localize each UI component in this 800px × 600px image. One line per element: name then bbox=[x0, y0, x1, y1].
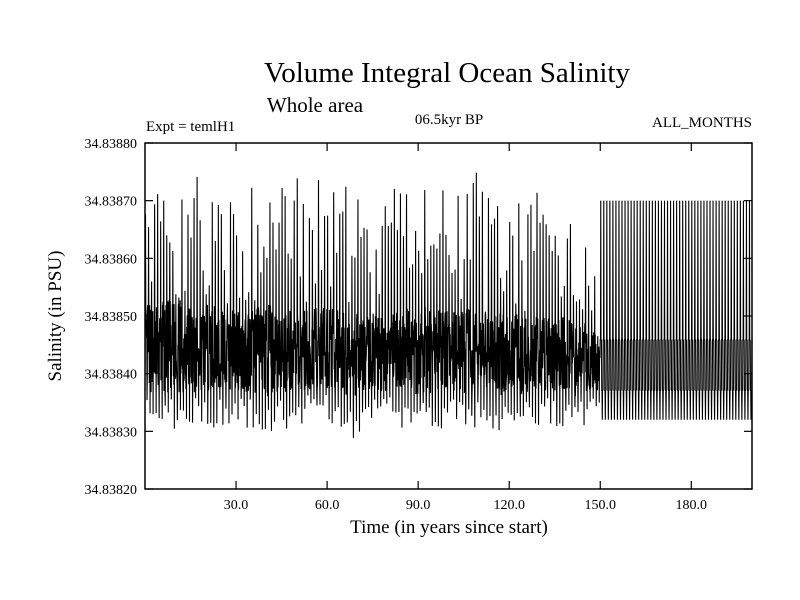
x-axis: 30.0 60.0 90.0 120.0 150.0 180.0 bbox=[224, 143, 707, 513]
experiment-label: Expt = temlH1 bbox=[146, 119, 235, 135]
y-tick-label: 34.83860 bbox=[85, 252, 138, 267]
x-tick-label: 120.0 bbox=[493, 498, 525, 513]
salinity-series bbox=[144, 172, 753, 438]
y-tick-label: 34.83820 bbox=[85, 483, 138, 498]
chart-title: Volume Integral Ocean Salinity bbox=[264, 57, 630, 89]
y-tick-label: 34.83850 bbox=[85, 310, 138, 325]
salinity-series-line bbox=[144, 172, 753, 438]
y-tick-label: 34.83840 bbox=[85, 368, 138, 383]
period-label: 06.5kyr BP bbox=[415, 112, 483, 128]
x-tick-label: 90.0 bbox=[406, 498, 431, 513]
y-axis-label: Salinity (in PSU) bbox=[45, 251, 66, 382]
x-tick-label: 150.0 bbox=[585, 498, 617, 513]
chart-subtitle: Whole area bbox=[267, 93, 364, 117]
x-axis-label: Time (in years since start) bbox=[350, 517, 548, 538]
y-tick-label: 34.83880 bbox=[85, 137, 138, 152]
x-tick-label: 60.0 bbox=[315, 498, 340, 513]
y-tick-label: 34.83870 bbox=[85, 195, 138, 210]
x-tick-label: 180.0 bbox=[676, 498, 708, 513]
x-tick-label: 30.0 bbox=[224, 498, 249, 513]
months-label: ALL_MONTHS bbox=[652, 115, 752, 131]
y-axis: 34.83820 34.83830 34.83840 34.83850 34.83860… bbox=[85, 137, 752, 498]
y-tick-label: 34.83830 bbox=[85, 425, 138, 440]
